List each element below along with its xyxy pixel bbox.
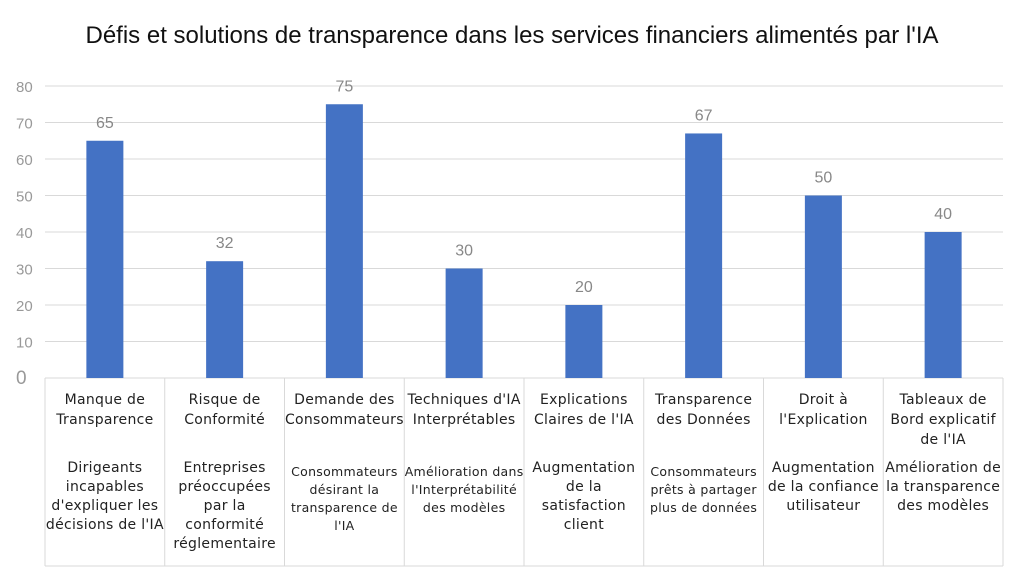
category-description: Consommateurs désirant la transparence d… (290, 464, 398, 533)
y-tick-label: 40 (16, 225, 33, 242)
data-label: 65 (96, 115, 114, 132)
y-tick-label: 10 (16, 335, 33, 352)
category-label: Tableaux de Bord explicatif de l'IA (890, 392, 996, 448)
y-tick-label: 70 (16, 116, 33, 133)
bar (325, 104, 363, 378)
data-labels: 65 32 75 30 20 67 50 40 (96, 78, 952, 296)
bar (445, 268, 483, 378)
bar (685, 133, 723, 378)
y-tick-label: 50 (16, 189, 33, 206)
category-label: Risque de Conformité (184, 392, 266, 428)
category-label: Transparence des Données (654, 392, 753, 428)
y-axis-ticks: 0 10 20 30 40 50 60 70 80 (16, 79, 33, 389)
data-label: 75 (335, 78, 353, 95)
chart-title: Défis et solutions de transparence dans … (85, 22, 939, 49)
data-label: 32 (216, 235, 234, 252)
data-label: 67 (695, 107, 713, 124)
gridlines (45, 85, 1003, 379)
data-label: 40 (934, 206, 952, 223)
data-label: 50 (814, 170, 832, 187)
category-label: Manque de Transparence (56, 392, 154, 428)
data-label: 30 (455, 243, 473, 260)
y-tick-label: 80 (16, 79, 33, 96)
bar (565, 305, 603, 378)
category-label: Droit à l'Explication (779, 392, 868, 428)
category-description: Entreprises préoccupées par la conformit… (173, 460, 276, 552)
y-tick-label: 30 (16, 262, 33, 279)
data-label: 20 (575, 279, 593, 296)
y-tick-label: 0 (16, 368, 27, 389)
category-table-borders (44, 378, 1004, 567)
category-description: Amélioration dans l'Interprétabilité des… (404, 464, 524, 515)
category-description: Amélioration de la transparence des modè… (885, 460, 1002, 514)
bar (924, 232, 962, 378)
category-label: Demande des Consommateurs (284, 392, 404, 428)
bar (86, 140, 124, 378)
category-description: Augmentation de la satisfaction client (532, 460, 636, 533)
y-tick-label: 60 (16, 152, 33, 169)
bar (206, 261, 244, 378)
bars (86, 104, 962, 378)
category-label: Explications Claires de l'IA (533, 392, 634, 428)
y-tick-label: 20 (16, 298, 33, 315)
bar (804, 195, 842, 378)
category-label: Techniques d'IA Interprétables (407, 392, 521, 428)
category-description: Dirigeants incapables d'expliquer les dé… (45, 460, 164, 533)
category-description: Augmentation de la confiance utilisateur (767, 460, 879, 514)
category-description: Consommateurs prêts à partager plus de d… (650, 464, 758, 515)
